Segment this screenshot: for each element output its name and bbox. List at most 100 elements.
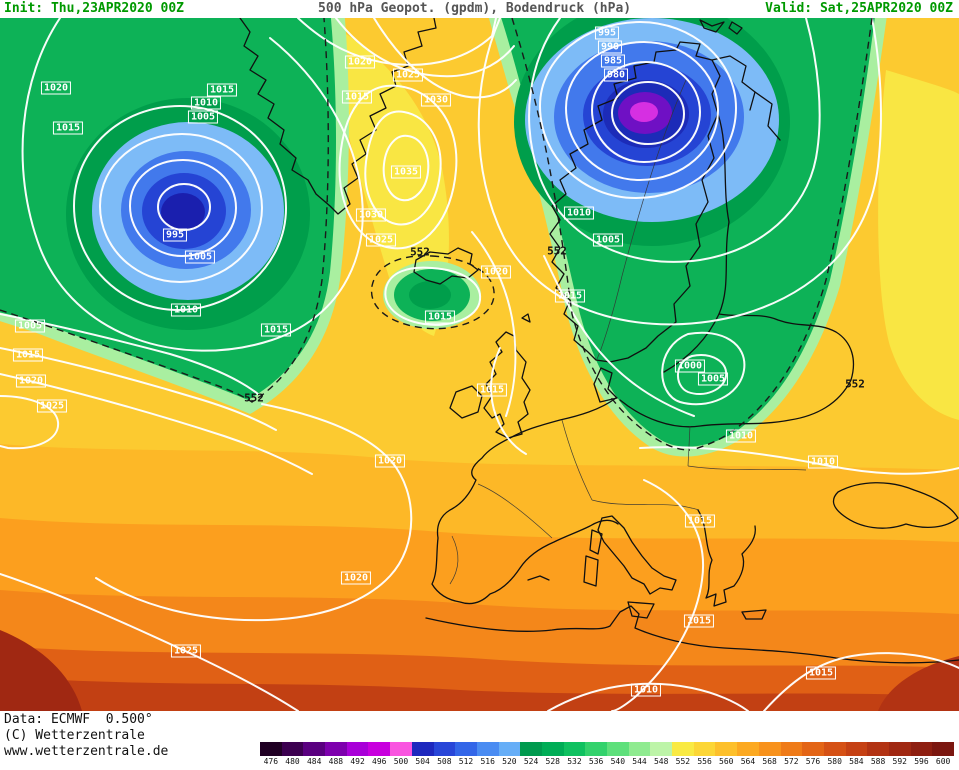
isobar-label: 1035 — [390, 165, 422, 179]
warm-band-fills — [0, 444, 959, 711]
init-time-label: Init: Thu,23APR2020 00Z — [4, 1, 185, 16]
colorbar-tick-label: 544 — [632, 757, 647, 766]
colorbar-ticks: 476 480 484 488 492 496 500 504 508 512 516 520 524 5… — [260, 757, 954, 767]
colorbar-segment — [325, 742, 347, 756]
isobar-label: 1010 — [725, 429, 757, 443]
colorbar-tick-label: 584 — [849, 757, 864, 766]
isobar-label: 1025 — [392, 68, 424, 82]
isobar-label: 1010 — [807, 455, 839, 469]
colorbar-segment — [607, 742, 629, 756]
colorbar-segment — [932, 742, 954, 756]
colorbar-tick-label: 508 — [437, 757, 452, 766]
colorbar-segment — [541, 742, 564, 756]
colorbar-segment — [585, 742, 607, 756]
colorbar-tick-label: 492 — [350, 757, 365, 766]
isobar-label: 1010 — [563, 206, 595, 220]
colorbar-segment — [802, 742, 824, 756]
colorbar-tick-label: 548 — [653, 757, 669, 766]
colorbar-segment — [693, 742, 716, 756]
colorbar-segment — [758, 742, 781, 756]
isobar-label: 1005 — [592, 233, 624, 247]
colorbar-segment — [867, 742, 889, 756]
isobar-label: 1015 — [424, 310, 456, 324]
isobar-label: 1015 — [260, 323, 292, 337]
colorbar-segment — [520, 742, 542, 756]
colorbar-segment — [650, 742, 673, 756]
isobar-label: 1005 — [14, 319, 46, 333]
isobar-label: 1030 — [420, 93, 452, 107]
colorbar-segment — [455, 742, 477, 756]
isobar-label: 1005 — [184, 250, 216, 264]
colorbar-tick-label: 504 — [415, 757, 430, 766]
footer-credits: Data: ECMWF 0.500° (C) Wetterzentrale ww… — [4, 712, 168, 760]
colorbar-segment — [628, 742, 651, 756]
colorbar-tick-label: 488 — [328, 757, 344, 766]
isobar-label: 1025 — [365, 233, 397, 247]
colorbar-segment — [780, 742, 803, 756]
data-source-label: Data: ECMWF 0.500° — [4, 712, 153, 727]
colorbar-segment — [303, 742, 326, 756]
website-label: www.wetterzentrale.de — [4, 744, 169, 759]
isobar-label: 1015 — [476, 383, 508, 397]
isobar-label: 1015 — [554, 289, 586, 303]
isobar-label: 1015 — [52, 121, 84, 135]
colorbar-segment — [433, 742, 456, 756]
colorbar-segment — [390, 742, 412, 756]
colorbar-tick-label: 556 — [697, 757, 712, 766]
weather-map-svg — [0, 18, 959, 711]
isobar-label: 1020 — [340, 571, 372, 585]
colorbar-tick-label: 536 — [588, 757, 604, 766]
colorbar-segment — [260, 742, 282, 756]
title-bar: Init: Thu,23APR2020 00Z 500 hPa Geopot. … — [0, 0, 959, 18]
isobar-label: 1020 — [40, 81, 72, 95]
colorbar-tick-label: 592 — [892, 757, 907, 766]
colorbar-tick-label: 564 — [740, 757, 756, 766]
colorbar-segments — [260, 742, 954, 756]
colorbar-segment — [737, 742, 759, 756]
map-area: 1020 1025 1030 1015 1015 1010 1005 1020 1015 995 1… — [0, 18, 959, 711]
colorbar-segment — [845, 742, 868, 756]
colorbar-segment — [498, 742, 521, 756]
isobar-label: 1005 — [697, 372, 729, 386]
chart-title: 500 hPa Geopot. (gpdm), Bodendruck (hPa) — [318, 1, 632, 16]
colorbar-tick-label: 560 — [719, 757, 734, 766]
isobar-label: 1015 — [341, 90, 373, 104]
colorbar-segment — [672, 742, 694, 756]
valid-time-label: Valid: Sat,25APR2020 00Z — [765, 1, 953, 16]
coastlines — [239, 18, 959, 664]
colorbar-tick-label: 520 — [502, 757, 517, 766]
colorbar-tick-label: 496 — [372, 757, 387, 766]
colorbar-segment — [368, 742, 391, 756]
isobar-label: 980 — [603, 68, 629, 82]
west-trough-fills — [0, 18, 349, 414]
isobar-label: 995 — [162, 228, 188, 242]
isobar-label: 1020 — [374, 454, 406, 468]
isobar-label: 1020 — [344, 55, 376, 69]
colorbar-tick-label: 568 — [762, 757, 777, 766]
isobar-label: 995 — [594, 26, 620, 40]
colorbar-tick-label: 540 — [610, 757, 626, 766]
colorbar-tick-label: 528 — [545, 757, 560, 766]
colorbar-tick-label: 572 — [784, 757, 799, 766]
isobar-label: 1010 — [170, 303, 202, 317]
colorbar-segment — [563, 742, 586, 756]
colorbar-segment — [888, 742, 911, 756]
colorbar-segment — [411, 742, 434, 756]
isobar-label: 1020 — [480, 265, 512, 279]
isobar-label: 1000 — [674, 359, 706, 373]
colorbar-tick-label: 600 — [935, 757, 951, 766]
colorbar: 476 480 484 488 492 496 500 504 508 512 516 520 524 5… — [260, 742, 954, 767]
isobar-label: 1025 — [170, 644, 202, 658]
isobar-label: 1010 — [630, 683, 662, 697]
cutoff-low-fill — [383, 261, 481, 329]
east-trough-fills — [488, 18, 887, 457]
isobar-label: 1015 — [206, 83, 238, 97]
colorbar-tick-label: 476 — [263, 757, 279, 766]
isobar-label: 1015 — [805, 666, 837, 680]
colorbar-tick-label: 512 — [458, 757, 474, 766]
colorbar-segment — [476, 742, 499, 756]
colorbar-tick-label: 532 — [567, 757, 582, 766]
height-contour-label: 552 — [845, 377, 865, 391]
copyright-label: (C) Wetterzentrale — [4, 728, 145, 743]
colorbar-segment — [823, 742, 846, 756]
